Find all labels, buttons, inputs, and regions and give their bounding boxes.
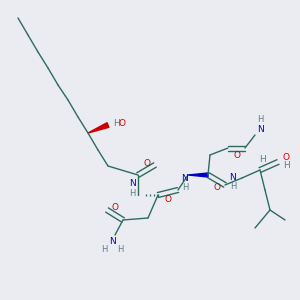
Text: O: O: [213, 182, 220, 191]
Text: H: H: [129, 188, 135, 197]
Text: H: H: [101, 244, 107, 253]
Text: H: H: [112, 118, 119, 127]
Text: O: O: [233, 151, 240, 160]
Text: O: O: [164, 195, 172, 204]
Polygon shape: [188, 173, 208, 177]
Text: N: N: [129, 178, 135, 188]
Text: N: N: [256, 124, 263, 134]
Polygon shape: [88, 123, 109, 133]
Text: N: N: [109, 238, 116, 247]
Text: H: H: [283, 160, 290, 169]
Text: O: O: [112, 203, 118, 212]
Text: O: O: [143, 158, 150, 167]
Text: O: O: [283, 152, 290, 161]
Text: H: H: [230, 182, 236, 191]
Text: N: N: [182, 174, 188, 183]
Text: H: H: [117, 244, 123, 253]
Text: H: H: [257, 116, 263, 124]
Text: O: O: [118, 118, 125, 127]
Text: H: H: [260, 155, 266, 164]
Text: H: H: [182, 183, 188, 192]
Text: N: N: [230, 173, 236, 182]
